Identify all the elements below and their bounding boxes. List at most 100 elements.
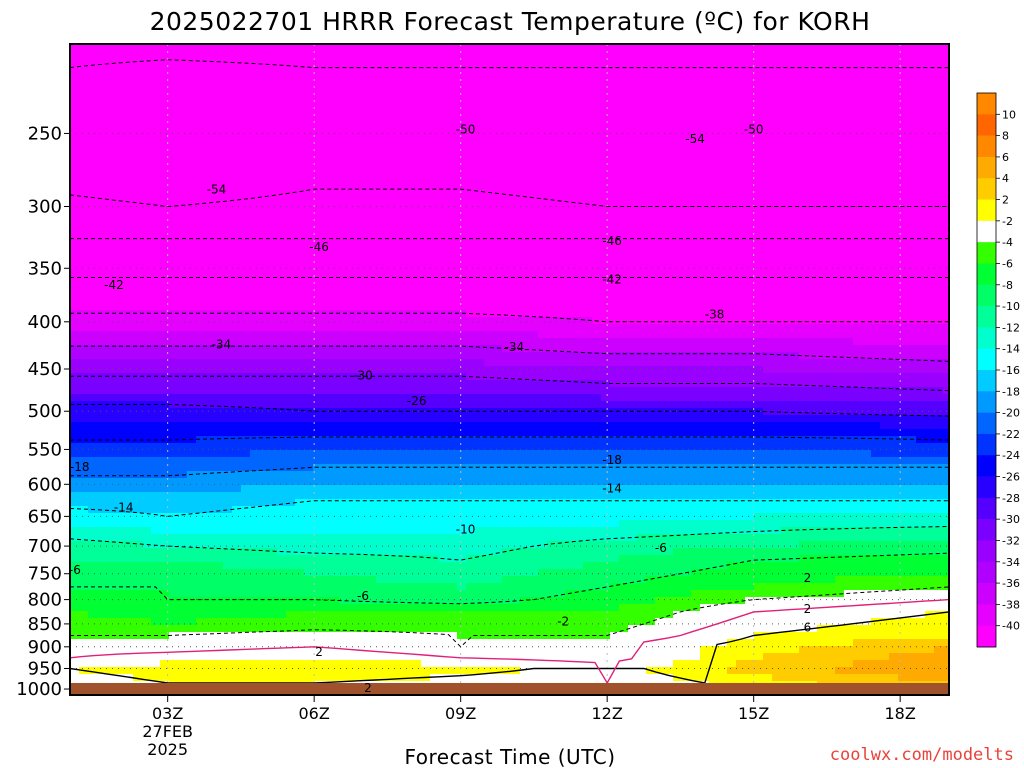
- temperature-cell: [484, 324, 494, 332]
- temperature-cell: [106, 226, 116, 234]
- temperature-cell: [79, 499, 89, 507]
- temperature-cell: [277, 478, 287, 486]
- temperature-cell: [142, 310, 152, 318]
- temperature-cell: [529, 247, 539, 255]
- temperature-cell: [349, 163, 359, 171]
- temperature-cell: [70, 79, 80, 87]
- temperature-cell: [277, 569, 287, 577]
- temperature-cell: [142, 457, 152, 465]
- temperature-cell: [133, 674, 143, 682]
- temperature-cell: [277, 226, 287, 234]
- temperature-cell: [259, 415, 269, 423]
- temperature-cell: [421, 583, 431, 591]
- temperature-cell: [538, 555, 548, 563]
- temperature-cell: [241, 625, 251, 633]
- temperature-cell: [232, 170, 242, 178]
- temperature-cell: [115, 51, 125, 59]
- temperature-cell: [331, 142, 341, 150]
- temperature-cell: [223, 366, 233, 374]
- temperature-cell: [88, 324, 98, 332]
- temperature-cell: [349, 555, 359, 563]
- temperature-cell: [349, 562, 359, 570]
- temperature-cell: [502, 303, 512, 311]
- temperature-cell: [484, 373, 494, 381]
- temperature-cell: [115, 86, 125, 94]
- temperature-cell: [106, 443, 116, 451]
- temperature-cell: [529, 506, 539, 514]
- temperature-cell: [178, 534, 188, 542]
- temperature-cell: [178, 520, 188, 528]
- temperature-cell: [484, 240, 494, 248]
- temperature-cell: [520, 359, 530, 367]
- temperature-cell: [457, 303, 467, 311]
- temperature-cell: [106, 611, 116, 619]
- temperature-cell: [457, 177, 467, 185]
- temperature-cell: [70, 415, 80, 423]
- temperature-cell: [439, 583, 449, 591]
- temperature-cell: [88, 177, 98, 185]
- temperature-cell: [367, 282, 377, 290]
- temperature-cell: [277, 282, 287, 290]
- temperature-cell: [160, 590, 170, 598]
- temperature-cell: [259, 331, 269, 339]
- temperature-cell: [430, 79, 440, 87]
- temperature-cell: [223, 506, 233, 514]
- temperature-cell: [349, 674, 359, 682]
- temperature-cell: [466, 520, 476, 528]
- temperature-cell: [475, 471, 485, 479]
- temperature-cell: [205, 191, 215, 199]
- temperature-cell: [367, 555, 377, 563]
- temperature-cell: [376, 233, 386, 241]
- temperature-cell: [232, 86, 242, 94]
- temperature-cell: [115, 674, 125, 682]
- temperature-cell: [223, 268, 233, 276]
- temperature-cell: [97, 345, 107, 353]
- temperature-cell: [430, 541, 440, 549]
- temperature-cell: [214, 128, 224, 136]
- temperature-cell: [430, 184, 440, 192]
- temperature-cell: [394, 93, 404, 101]
- temperature-cell: [304, 667, 314, 675]
- temperature-cell: [475, 527, 485, 535]
- temperature-cell: [106, 674, 116, 682]
- temperature-cell: [79, 597, 89, 605]
- temperature-cell: [241, 660, 251, 668]
- temperature-cell: [160, 513, 170, 521]
- temperature-cell: [205, 121, 215, 129]
- temperature-cell: [385, 646, 395, 654]
- temperature-cell: [268, 121, 278, 129]
- temperature-cell: [169, 44, 179, 52]
- temperature-cell: [349, 261, 359, 269]
- temperature-cell: [313, 660, 323, 668]
- temperature-cell: [448, 135, 458, 143]
- temperature-cell: [385, 387, 395, 395]
- temperature-cell: [223, 163, 233, 171]
- temperature-cell: [439, 135, 449, 143]
- temperature-cell: [205, 338, 215, 346]
- temperature-cell: [475, 541, 485, 549]
- temperature-cell: [376, 191, 386, 199]
- temperature-cell: [367, 58, 377, 66]
- temperature-cell: [106, 254, 116, 262]
- temperature-cell: [493, 562, 503, 570]
- temperature-cell: [196, 667, 206, 675]
- temperature-cell: [358, 478, 368, 486]
- temperature-cell: [142, 275, 152, 283]
- temperature-cell: [88, 387, 98, 395]
- temperature-cell: [88, 170, 98, 178]
- temperature-cell: [430, 156, 440, 164]
- temperature-cell: [421, 212, 431, 220]
- temperature-cell: [448, 492, 458, 500]
- temperature-cell: [466, 597, 476, 605]
- temperature-cell: [457, 198, 467, 206]
- temperature-cell: [106, 534, 116, 542]
- temperature-cell: [403, 415, 413, 423]
- temperature-cell: [376, 618, 386, 626]
- temperature-cell: [430, 464, 440, 472]
- temperature-cell: [385, 191, 395, 199]
- temperature-cell: [358, 72, 368, 80]
- temperature-cell: [187, 233, 197, 241]
- temperature-cell: [223, 443, 233, 451]
- temperature-cell: [97, 310, 107, 318]
- temperature-cell: [367, 212, 377, 220]
